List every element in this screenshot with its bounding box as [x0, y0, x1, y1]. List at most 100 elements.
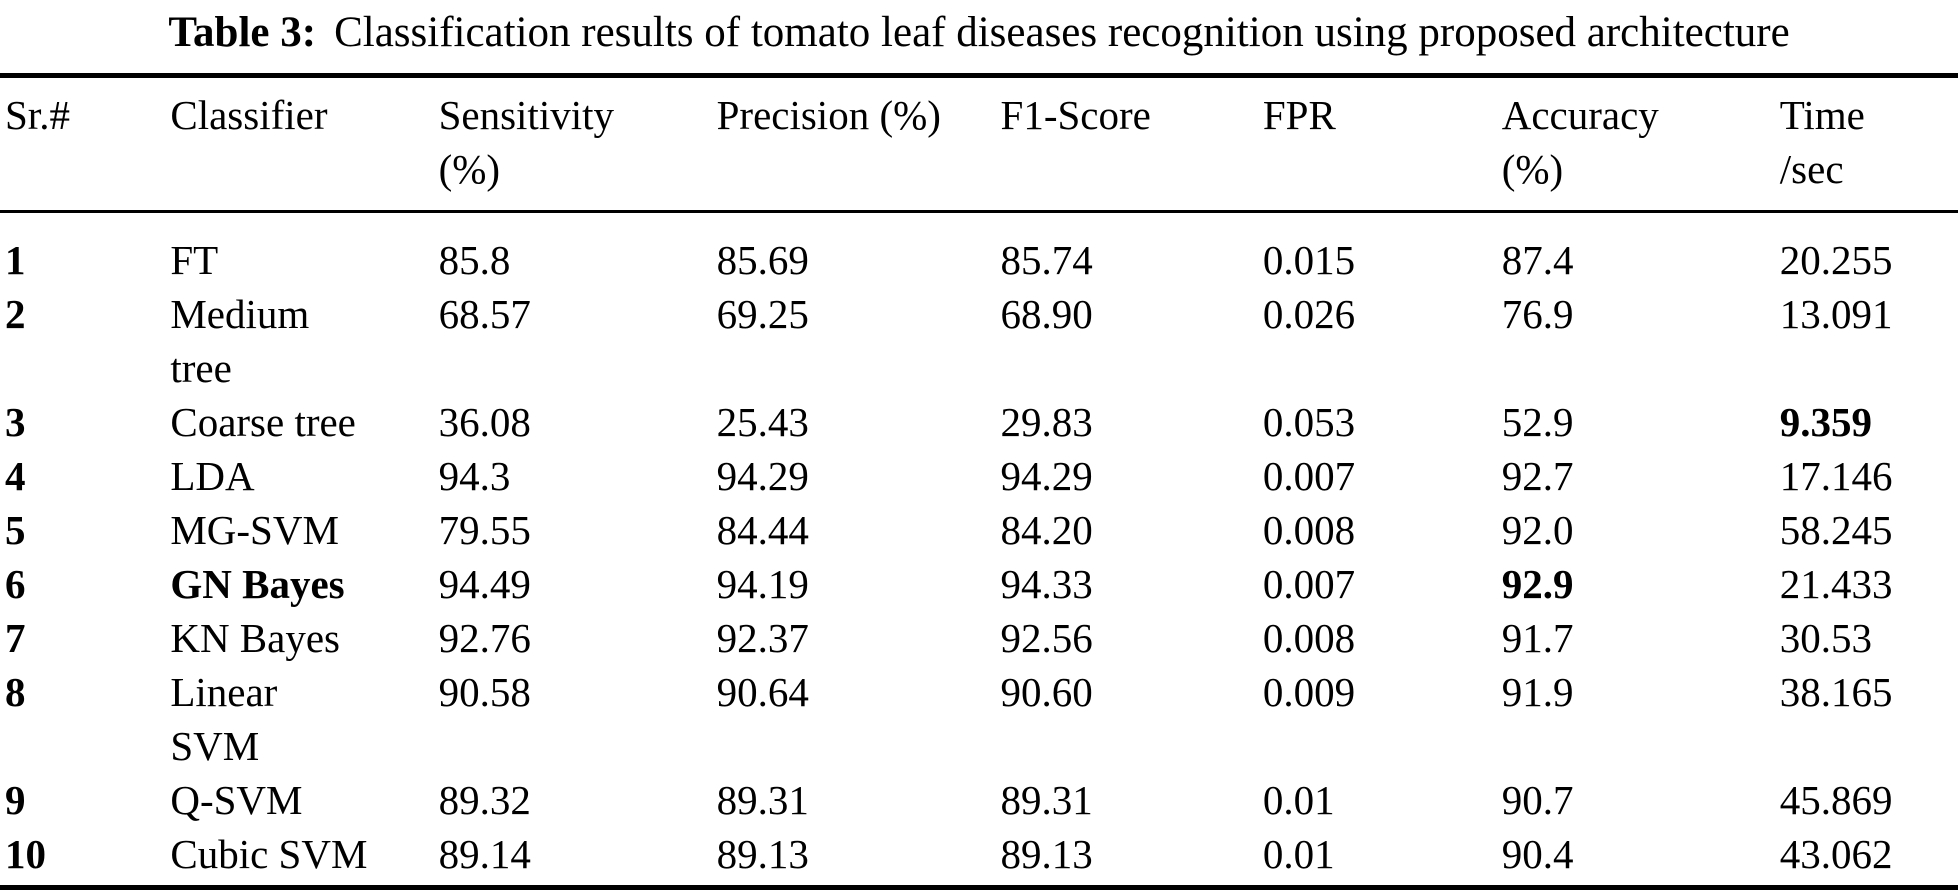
- cell-classifier: MG-SVM: [170, 507, 339, 553]
- table-row: 4 LDA 94.3 94.29 94.29 0.007 92.7 17.146: [0, 449, 1958, 503]
- cell-time: 38.165: [1779, 669, 1893, 715]
- cell-fpr: 0.026: [1262, 291, 1356, 337]
- cell-sensitivity: 85.8: [438, 237, 511, 283]
- cell-fpr: 0.008: [1262, 507, 1356, 553]
- cell-time: 17.146: [1779, 453, 1893, 499]
- cell-sensitivity: 89.14: [438, 831, 531, 877]
- cell-sr: 1: [5, 237, 26, 283]
- cell-precision: 69.25: [716, 291, 809, 337]
- cell-f1-score: 85.74: [1000, 237, 1093, 283]
- cell-sensitivity: 92.76: [438, 615, 531, 661]
- cell-f1-score: 29.83: [1000, 399, 1093, 445]
- cell-time: 9.359: [1779, 399, 1873, 445]
- table-row: 3 Coarse tree 36.08 25.43 29.83 0.053 52.9 9.35…: [0, 395, 1958, 449]
- header-fpr: FPR: [1262, 75, 1502, 213]
- header-accuracy: Accuracy (%): [1501, 75, 1780, 213]
- cell-classifier: Medium tree: [170, 291, 310, 391]
- cell-accuracy: 90.7: [1501, 777, 1574, 823]
- table-row: 6 GN Bayes 94.49 94.19 94.33 0.007 92.9 21.433: [0, 557, 1958, 611]
- cell-sensitivity: 94.49: [438, 561, 531, 607]
- cell-f1-score: 89.31: [1000, 777, 1093, 823]
- header-precision: Precision (%): [716, 75, 1001, 213]
- table-row: 8 Linear SVM 90.58 90.64 90.60 0.009 91.9 38.165: [0, 665, 1958, 773]
- cell-classifier: GN Bayes: [170, 561, 345, 607]
- table-row: 9 Q-SVM 89.32 89.31 89.31 0.01 90.7 45.869: [0, 773, 1958, 827]
- cell-classifier: Coarse tree: [170, 399, 356, 445]
- cell-sr: 4: [5, 453, 26, 499]
- cell-precision: 89.13: [716, 831, 809, 877]
- cell-sr: 3: [5, 399, 26, 445]
- table-body: 1 FT 85.8 85.69 85.74 0.015 87.4 20.255 2 Medium t…: [0, 212, 1958, 888]
- cell-sr: 2: [5, 291, 26, 337]
- cell-accuracy: 92.9: [1501, 561, 1574, 607]
- table-row: 2 Medium tree 68.57 69.25 68.90 0.026 76.9 13.09…: [0, 287, 1958, 395]
- table-caption-text: Classification results of tomato leaf di…: [334, 9, 1790, 56]
- cell-f1-score: 68.90: [1000, 291, 1093, 337]
- table-row: 10 Cubic SVM 89.14 89.13 89.13 0.01 90.4 43.062: [0, 827, 1958, 888]
- cell-f1-score: 94.29: [1000, 453, 1093, 499]
- cell-classifier: FT: [170, 237, 219, 283]
- cell-accuracy: 92.7: [1501, 453, 1574, 499]
- table-caption: Table 3: Classification results of tomato…: [0, 0, 1958, 59]
- cell-f1-score: 90.60: [1000, 669, 1093, 715]
- cell-f1-score: 84.20: [1000, 507, 1093, 553]
- cell-time: 13.091: [1779, 291, 1893, 337]
- cell-accuracy: 92.0: [1501, 507, 1574, 553]
- cell-fpr: 0.009: [1262, 669, 1356, 715]
- cell-f1-score: 89.13: [1000, 831, 1093, 877]
- results-table: Sr.# Classifier Sensitivity (%) Precision…: [0, 73, 1958, 890]
- cell-sensitivity: 36.08: [438, 399, 531, 445]
- table-caption-label: Table 3:: [168, 9, 317, 56]
- cell-sr: 6: [5, 561, 26, 607]
- cell-accuracy: 91.7: [1501, 615, 1574, 661]
- cell-time: 43.062: [1779, 831, 1893, 877]
- cell-classifier: Cubic SVM: [170, 831, 368, 877]
- cell-precision: 90.64: [716, 669, 809, 715]
- cell-precision: 89.31: [716, 777, 809, 823]
- table-row: 7 KN Bayes 92.76 92.37 92.56 0.008 91.7 30.53: [0, 611, 1958, 665]
- cell-precision: 92.37: [716, 615, 809, 661]
- cell-time: 45.869: [1779, 777, 1893, 823]
- header-time: Time/sec: [1779, 75, 1958, 213]
- cell-precision: 25.43: [716, 399, 809, 445]
- cell-sensitivity: 90.58: [438, 669, 531, 715]
- header-sensitivity: Sensitivity (%): [438, 75, 717, 213]
- cell-accuracy: 76.9: [1501, 291, 1574, 337]
- cell-accuracy: 52.9: [1501, 399, 1574, 445]
- cell-precision: 84.44: [716, 507, 809, 553]
- cell-f1-score: 94.33: [1000, 561, 1093, 607]
- cell-sr: 5: [5, 507, 26, 553]
- cell-sensitivity: 94.3: [438, 453, 511, 499]
- cell-classifier: Q-SVM: [170, 777, 303, 823]
- table-header: Sr.# Classifier Sensitivity (%) Precision…: [0, 75, 1958, 213]
- cell-time: 21.433: [1779, 561, 1893, 607]
- cell-classifier: LDA: [170, 453, 255, 499]
- cell-accuracy: 91.9: [1501, 669, 1574, 715]
- header-f1-score: F1-Score: [1000, 75, 1263, 213]
- cell-fpr: 0.007: [1262, 453, 1356, 499]
- cell-fpr: 0.015: [1262, 237, 1356, 283]
- cell-f1-score: 92.56: [1000, 615, 1093, 661]
- cell-precision: 85.69: [716, 237, 809, 283]
- cell-accuracy: 87.4: [1501, 237, 1574, 283]
- cell-fpr: 0.008: [1262, 615, 1356, 661]
- table-row: 1 FT 85.8 85.69 85.74 0.015 87.4 20.255: [0, 212, 1958, 288]
- cell-fpr: 0.053: [1262, 399, 1356, 445]
- cell-precision: 94.29: [716, 453, 809, 499]
- header-row: Sr.# Classifier Sensitivity (%) Precision…: [0, 75, 1958, 213]
- header-classifier: Classifier: [170, 75, 439, 213]
- cell-sensitivity: 79.55: [438, 507, 531, 553]
- cell-precision: 94.19: [716, 561, 809, 607]
- cell-time: 58.245: [1779, 507, 1893, 553]
- cell-time: 30.53: [1779, 615, 1873, 661]
- cell-fpr: 0.01: [1262, 831, 1335, 877]
- table-row: 5 MG-SVM 79.55 84.44 84.20 0.008 92.0 58.245: [0, 503, 1958, 557]
- cell-time: 20.255: [1779, 237, 1893, 283]
- cell-fpr: 0.007: [1262, 561, 1356, 607]
- cell-sr: 10: [5, 831, 46, 877]
- cell-sensitivity: 68.57: [438, 291, 531, 337]
- cell-sr: 9: [5, 777, 26, 823]
- header-sr: Sr.#: [0, 75, 171, 213]
- cell-accuracy: 90.4: [1501, 831, 1574, 877]
- cell-classifier: Linear SVM: [170, 669, 278, 769]
